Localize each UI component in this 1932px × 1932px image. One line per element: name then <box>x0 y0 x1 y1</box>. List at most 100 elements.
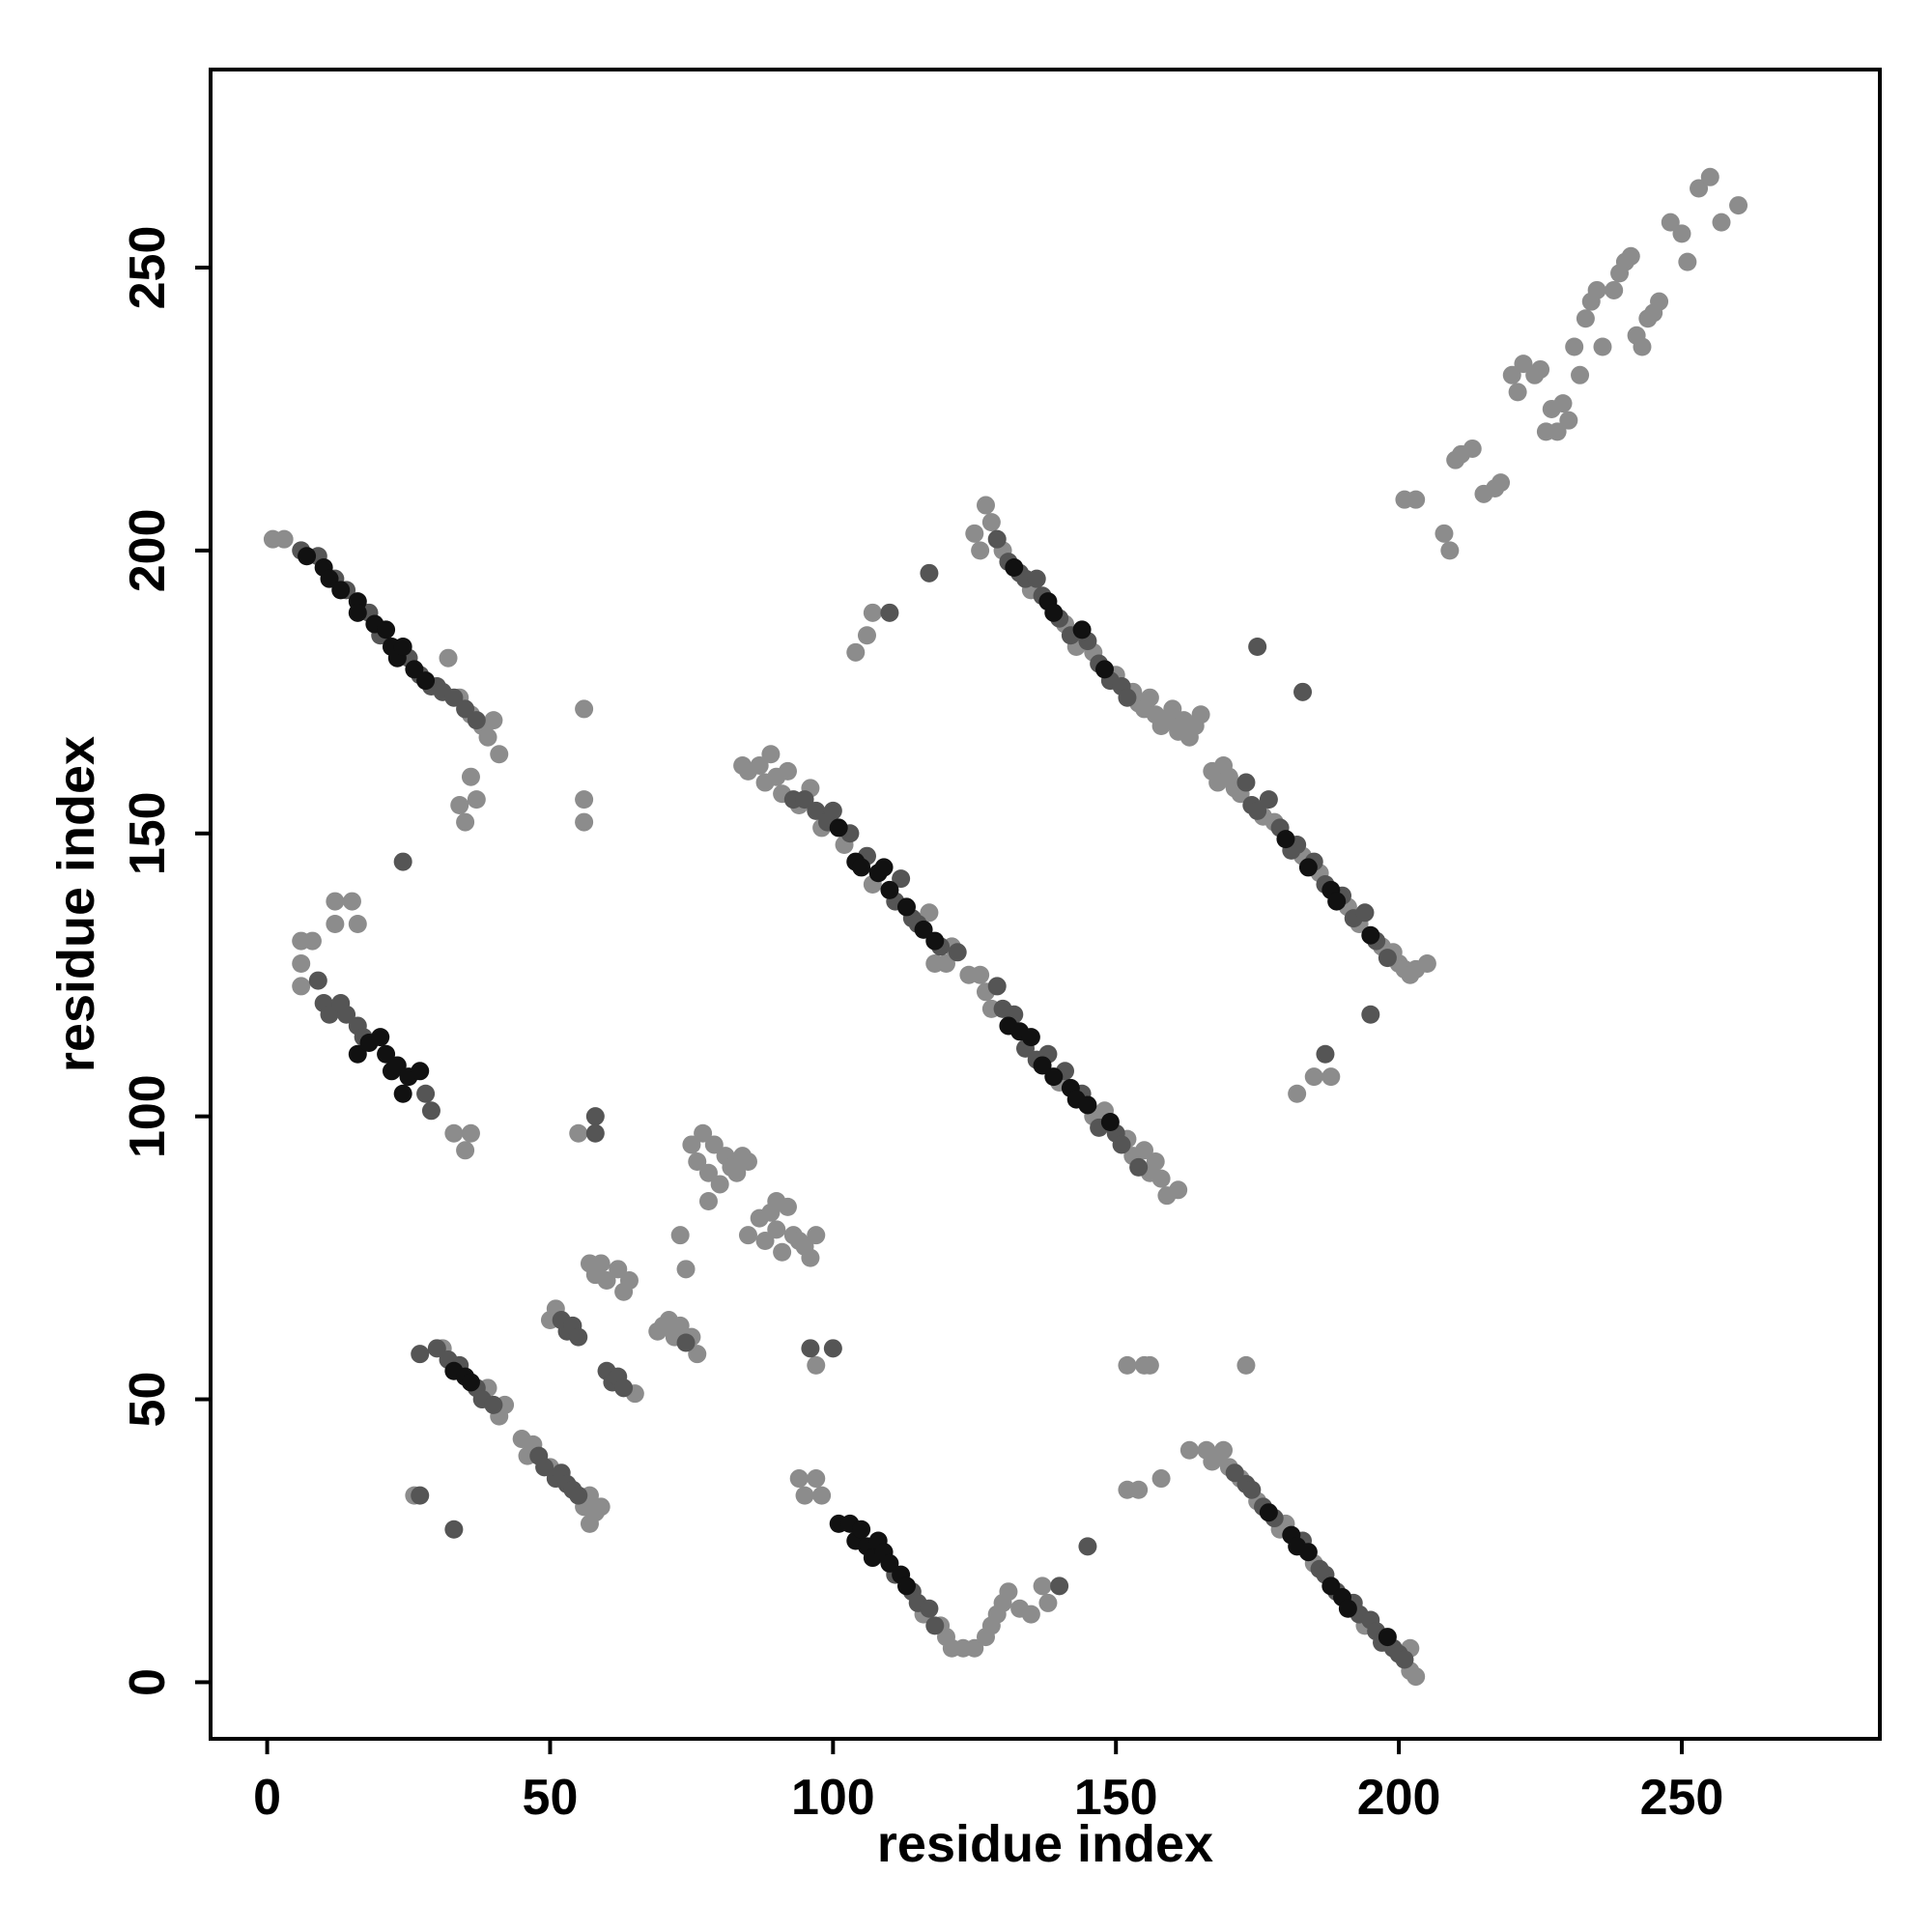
data-point <box>609 1260 628 1279</box>
data-point <box>535 1458 554 1477</box>
data-point <box>925 931 945 951</box>
data-point <box>1593 337 1612 356</box>
data-point <box>896 897 916 917</box>
data-point <box>812 1486 832 1505</box>
data-point <box>1361 1005 1380 1024</box>
data-point <box>461 767 480 786</box>
data-point <box>920 1599 939 1618</box>
data-point <box>1361 925 1380 945</box>
data-point <box>1565 337 1584 356</box>
data-point <box>1146 1152 1165 1172</box>
data-point <box>1191 705 1210 724</box>
data-point <box>698 1192 718 1211</box>
data-point <box>857 626 876 645</box>
data-point <box>1163 699 1182 719</box>
data-point <box>1078 1537 1097 1556</box>
data-point <box>750 755 769 775</box>
data-point <box>1118 1355 1137 1375</box>
data-point <box>308 971 327 990</box>
data-point <box>619 1271 639 1291</box>
data-point <box>914 920 933 939</box>
data-point <box>326 892 345 911</box>
data-point <box>1078 1095 1097 1115</box>
data-point <box>920 903 939 923</box>
data-point <box>1129 1157 1149 1177</box>
data-point <box>1072 620 1092 639</box>
data-point <box>298 547 317 566</box>
data-point <box>1502 365 1521 384</box>
data-point <box>456 1141 475 1160</box>
data-point <box>688 1345 707 1364</box>
data-point <box>761 745 781 764</box>
x-axis-title: residue index <box>877 1815 1213 1873</box>
data-point <box>1321 1577 1341 1596</box>
data-point <box>411 1062 430 1081</box>
data-point <box>1327 892 1347 911</box>
data-point <box>688 1152 707 1172</box>
data-point <box>1242 1480 1262 1499</box>
y-tick-label: 50 <box>120 1372 176 1428</box>
data-point <box>348 603 367 622</box>
data-point <box>778 761 797 781</box>
data-point <box>597 1271 616 1291</box>
data-point <box>1027 569 1046 588</box>
data-point <box>682 1135 701 1154</box>
data-point <box>467 711 486 730</box>
data-point <box>863 603 882 622</box>
data-point <box>965 1638 984 1658</box>
data-point <box>1112 1135 1131 1154</box>
data-point <box>450 795 469 814</box>
data-point <box>999 1582 1018 1602</box>
data-point <box>427 1339 446 1358</box>
data-point <box>326 915 345 934</box>
data-point <box>1321 1067 1341 1087</box>
data-point <box>1033 1056 1052 1075</box>
data-point <box>1508 383 1527 402</box>
data-point <box>1021 1605 1040 1624</box>
data-point <box>1100 1113 1120 1132</box>
data-point <box>1304 1067 1323 1087</box>
data-point <box>1729 196 1748 215</box>
data-point <box>1050 1577 1069 1596</box>
data-point <box>846 642 866 662</box>
data-point <box>1531 359 1550 379</box>
data-point <box>1276 830 1295 849</box>
data-point <box>1378 1628 1397 1647</box>
data-point <box>1514 355 1533 374</box>
data-point <box>377 620 396 639</box>
data-point <box>1095 660 1115 679</box>
data-point <box>1298 1543 1318 1562</box>
data-point <box>778 1197 797 1216</box>
data-point <box>1033 1577 1052 1596</box>
data-point <box>393 637 412 656</box>
data-point <box>484 711 503 730</box>
data-point <box>416 1084 436 1103</box>
data-point <box>1118 688 1137 707</box>
data-point <box>1700 167 1719 186</box>
data-point <box>1417 954 1436 974</box>
data-point <box>1044 603 1064 622</box>
y-tick-label: 250 <box>120 226 176 310</box>
y-tick-label: 200 <box>120 509 176 593</box>
data-point <box>575 812 594 832</box>
data-point <box>444 1123 464 1143</box>
data-point <box>1712 213 1731 232</box>
data-point <box>292 954 311 974</box>
data-point <box>337 1005 356 1024</box>
data-point <box>1259 790 1278 810</box>
data-point <box>880 603 899 622</box>
data-point <box>569 1123 588 1143</box>
data-point <box>829 818 848 838</box>
data-point <box>676 1333 696 1352</box>
data-point <box>1236 773 1256 792</box>
data-point <box>801 1339 820 1358</box>
data-point <box>976 496 995 515</box>
data-point <box>1129 1480 1149 1499</box>
data-point <box>1633 337 1652 356</box>
x-tick-label: 100 <box>791 1770 875 1826</box>
data-point <box>852 858 871 877</box>
data-point <box>727 1163 747 1182</box>
data-point <box>1406 1667 1426 1687</box>
data-point <box>393 852 412 871</box>
data-point <box>1248 801 1267 820</box>
